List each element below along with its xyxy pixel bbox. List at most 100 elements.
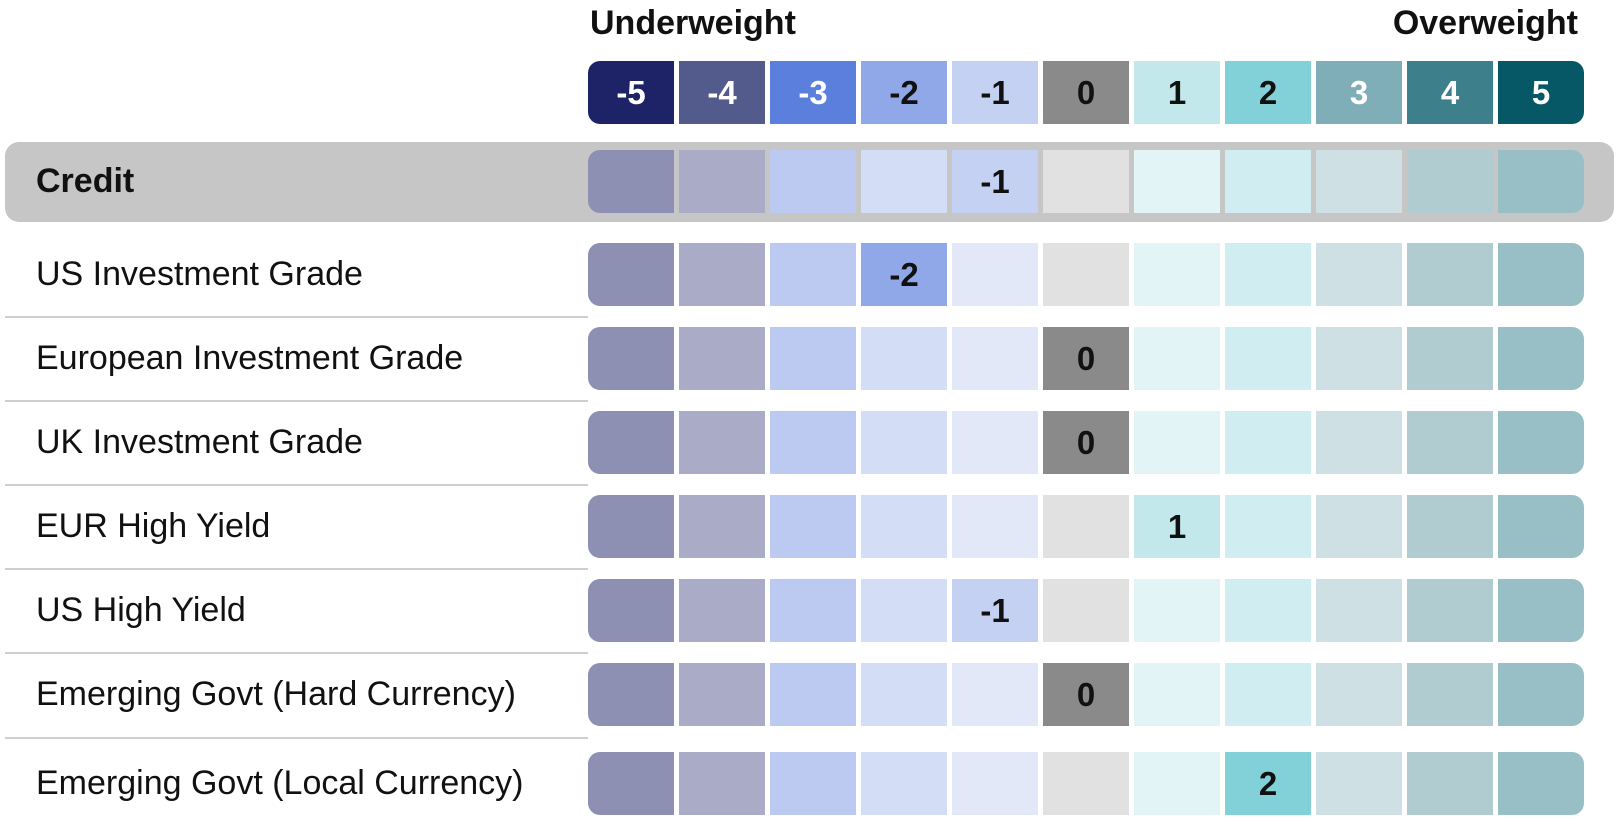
- rating-cell: [1316, 411, 1402, 474]
- scale-legend: -5 -4 -3 -2 -1 0 1 2 3 4 5: [588, 61, 1584, 124]
- rating-cell: [1134, 752, 1220, 815]
- rating-cell-active: 1: [1134, 495, 1220, 558]
- rating-cell: [1225, 579, 1311, 642]
- row-label: European Investment Grade: [36, 339, 464, 377]
- scale-cell: -4: [679, 61, 765, 124]
- rating-cell: [679, 663, 765, 726]
- row-label: Emerging Govt (Hard Currency): [36, 675, 516, 713]
- rating-cell: [588, 663, 674, 726]
- rating-cell: [1498, 495, 1584, 558]
- rating-cell: [1316, 150, 1402, 213]
- rating-cell: [770, 663, 856, 726]
- rating-cell: [679, 579, 765, 642]
- rating-cell: [588, 495, 674, 558]
- rating-cell: [952, 243, 1038, 306]
- rating-cell: [1225, 663, 1311, 726]
- rating-cell: [679, 150, 765, 213]
- rating-cell: [1407, 752, 1493, 815]
- rating-cell: [1316, 663, 1402, 726]
- scale-cell: 5: [1498, 61, 1584, 124]
- rating-cell: [679, 327, 765, 390]
- rating-cell: [861, 495, 947, 558]
- row-divider: [5, 400, 588, 402]
- rating-cell-active: 0: [1043, 411, 1129, 474]
- rating-cell: [1498, 663, 1584, 726]
- rating-cell: [952, 495, 1038, 558]
- rating-cell: [861, 663, 947, 726]
- rating-cell: [952, 411, 1038, 474]
- table-row: US High Yield -1: [0, 579, 1620, 642]
- table-row: Emerging Govt (Hard Currency) 0: [0, 663, 1620, 726]
- rating-cell: [1316, 579, 1402, 642]
- rating-cell: [1316, 495, 1402, 558]
- row-label: Emerging Govt (Local Currency): [36, 764, 524, 802]
- rating-cell: [679, 243, 765, 306]
- rating-cell: [1316, 752, 1402, 815]
- rating-cell: [679, 752, 765, 815]
- rating-cell: [1225, 495, 1311, 558]
- row-label: EUR High Yield: [36, 507, 271, 545]
- rating-cell: [1407, 327, 1493, 390]
- table-row: European Investment Grade 0: [0, 327, 1620, 390]
- table-row: Emerging Govt (Local Currency) 2: [0, 752, 1620, 815]
- rating-cell: [679, 411, 765, 474]
- rating-cell: [770, 243, 856, 306]
- scale-cell: 2: [1225, 61, 1311, 124]
- rating-cell: [861, 150, 947, 213]
- rating-cell: [1225, 327, 1311, 390]
- rating-cell: [1498, 150, 1584, 213]
- rating-cell: [1407, 243, 1493, 306]
- row-label: US High Yield: [36, 591, 246, 629]
- rating-cell: [952, 752, 1038, 815]
- rating-cell: [588, 327, 674, 390]
- rating-cell: [770, 579, 856, 642]
- row-label: UK Investment Grade: [36, 423, 363, 461]
- rating-cell: [861, 327, 947, 390]
- rating-cell-active: -2: [861, 243, 947, 306]
- row-label: US Investment Grade: [36, 255, 363, 293]
- rating-cell: [1043, 495, 1129, 558]
- rating-cell: [1407, 663, 1493, 726]
- rating-cell: [1134, 663, 1220, 726]
- scale-cell: 1: [1134, 61, 1220, 124]
- rating-cell: [1316, 243, 1402, 306]
- row-divider: [5, 484, 588, 486]
- rating-cell: [588, 752, 674, 815]
- rating-cell: [1225, 411, 1311, 474]
- rating-cell: [1043, 150, 1129, 213]
- rating-cell-active: -1: [952, 150, 1038, 213]
- rating-cell: [1225, 150, 1311, 213]
- category-row: Credit -1: [0, 150, 1620, 213]
- rating-cell-active: 0: [1043, 663, 1129, 726]
- rating-cell: [588, 411, 674, 474]
- rating-cell: [1225, 243, 1311, 306]
- rating-cell: [952, 663, 1038, 726]
- row-divider: [5, 737, 588, 739]
- rating-cell: [770, 411, 856, 474]
- scale-cell: -5: [588, 61, 674, 124]
- rating-cell: [1134, 243, 1220, 306]
- overweight-label: Overweight: [1392, 4, 1578, 42]
- scale-cell: -2: [861, 61, 947, 124]
- rating-cell: [861, 752, 947, 815]
- rating-cell: [1407, 150, 1493, 213]
- rating-cell: [770, 495, 856, 558]
- scale-cell: -3: [770, 61, 856, 124]
- rating-cell: [1498, 752, 1584, 815]
- rating-cell: [1498, 327, 1584, 390]
- rating-cell: [1043, 579, 1129, 642]
- scale-cell: -1: [952, 61, 1038, 124]
- rating-cell: [1407, 411, 1493, 474]
- row-divider: [5, 568, 588, 570]
- rating-cell: [588, 150, 674, 213]
- rating-cell: [1316, 327, 1402, 390]
- rating-cell: [588, 243, 674, 306]
- rating-cell: [679, 495, 765, 558]
- scale-cell: 3: [1316, 61, 1402, 124]
- rating-cell: [1134, 327, 1220, 390]
- rating-cell-active: 2: [1225, 752, 1311, 815]
- rating-cell: [1498, 579, 1584, 642]
- underweight-label: Underweight: [590, 4, 796, 42]
- table-row: UK Investment Grade 0: [0, 411, 1620, 474]
- rating-cell: [1043, 752, 1129, 815]
